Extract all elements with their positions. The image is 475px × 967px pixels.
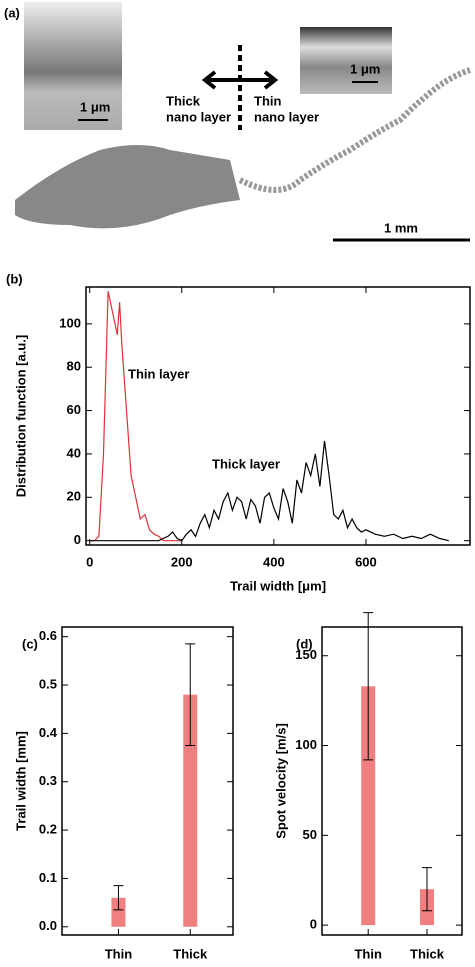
error-bar bbox=[185, 643, 196, 746]
y-tick-label: 40 bbox=[67, 445, 81, 460]
annotation: nano layer bbox=[166, 109, 231, 124]
series-label: Thin layer bbox=[128, 366, 189, 381]
y-axis-label: Spot velocity [m/s] bbox=[273, 723, 288, 839]
panel-label: (c) bbox=[22, 636, 38, 651]
series-line bbox=[89, 440, 449, 542]
y-tick-label: 60 bbox=[67, 402, 81, 417]
annotation: nano layer bbox=[254, 109, 319, 124]
error-bar bbox=[363, 612, 374, 761]
panel-label: (b) bbox=[6, 271, 23, 286]
y-tick-label: 0 bbox=[74, 532, 81, 547]
y-tick-label: 0.5 bbox=[39, 676, 57, 691]
y-tick-label: 0.4 bbox=[39, 725, 58, 740]
x-tick-label: Thin bbox=[105, 946, 132, 961]
x-tick-label: 400 bbox=[263, 554, 285, 569]
y-axis-label: Distribution function [a.u.] bbox=[13, 335, 28, 497]
annotation: Thick bbox=[166, 93, 201, 108]
error-bar bbox=[422, 867, 432, 912]
y-tick-label: 50 bbox=[303, 827, 317, 842]
x-tick-label: Thin bbox=[354, 946, 381, 961]
sem-image-thick bbox=[24, 2, 122, 130]
y-tick-label: 150 bbox=[295, 647, 317, 662]
bar bbox=[111, 897, 126, 927]
y-tick-label: 0.1 bbox=[39, 870, 57, 885]
thin-trail bbox=[238, 67, 471, 193]
y-tick-label: 0.3 bbox=[39, 773, 57, 788]
scale-label: 1 mm bbox=[384, 220, 418, 235]
x-axis-label: Trail width [μm] bbox=[230, 578, 326, 593]
panel-label: (d) bbox=[296, 636, 313, 651]
y-tick-label: 100 bbox=[295, 737, 317, 752]
x-tick-label: Thick bbox=[410, 946, 445, 961]
y-tick-label: 0.2 bbox=[39, 822, 57, 837]
y-axis-label: Trail width [mm] bbox=[13, 731, 28, 831]
plot-frame bbox=[85, 286, 471, 546]
thick-trail bbox=[15, 145, 240, 229]
arrows bbox=[201, 70, 279, 90]
series-label: Thick layer bbox=[212, 456, 280, 471]
bar bbox=[361, 686, 376, 926]
bar bbox=[183, 694, 198, 927]
scale-label: 1 μm bbox=[350, 61, 380, 76]
x-tick-label: 600 bbox=[355, 554, 377, 569]
x-tick-label: 0 bbox=[86, 554, 93, 569]
series-line bbox=[89, 291, 182, 542]
y-tick-label: 80 bbox=[67, 359, 81, 374]
annotation: Thin bbox=[254, 93, 281, 108]
y-tick-label: 0 bbox=[310, 917, 317, 932]
y-tick-label: 20 bbox=[67, 489, 81, 504]
error-bar bbox=[113, 885, 124, 911]
x-tick-label: Thick bbox=[173, 946, 208, 961]
y-tick-label: 0.6 bbox=[39, 628, 57, 643]
plot-frame bbox=[61, 626, 234, 936]
x-tick-label: 200 bbox=[171, 554, 193, 569]
panel-label: (a) bbox=[4, 5, 20, 20]
plot-frame bbox=[321, 626, 463, 936]
y-tick-label: 0.0 bbox=[39, 918, 57, 933]
y-tick-label: 100 bbox=[59, 315, 81, 330]
scale-label: 1 μm bbox=[80, 99, 110, 114]
